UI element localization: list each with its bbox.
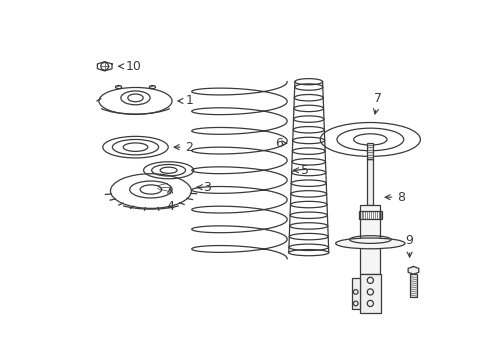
Text: 2: 2 <box>174 141 193 154</box>
FancyBboxPatch shape <box>351 278 359 309</box>
FancyBboxPatch shape <box>409 274 416 297</box>
Text: 10: 10 <box>119 60 141 73</box>
Text: 5: 5 <box>293 164 308 177</box>
Text: 4: 4 <box>166 188 174 212</box>
FancyBboxPatch shape <box>359 274 380 313</box>
Text: 3: 3 <box>197 181 211 194</box>
FancyBboxPatch shape <box>360 205 380 274</box>
Text: 8: 8 <box>385 191 405 204</box>
FancyBboxPatch shape <box>366 143 373 159</box>
Text: 9: 9 <box>405 234 413 257</box>
FancyBboxPatch shape <box>366 159 373 205</box>
Text: 6: 6 <box>274 137 286 150</box>
Ellipse shape <box>335 238 404 249</box>
Text: 1: 1 <box>178 94 193 107</box>
Polygon shape <box>407 266 418 274</box>
Text: 7: 7 <box>373 92 382 114</box>
